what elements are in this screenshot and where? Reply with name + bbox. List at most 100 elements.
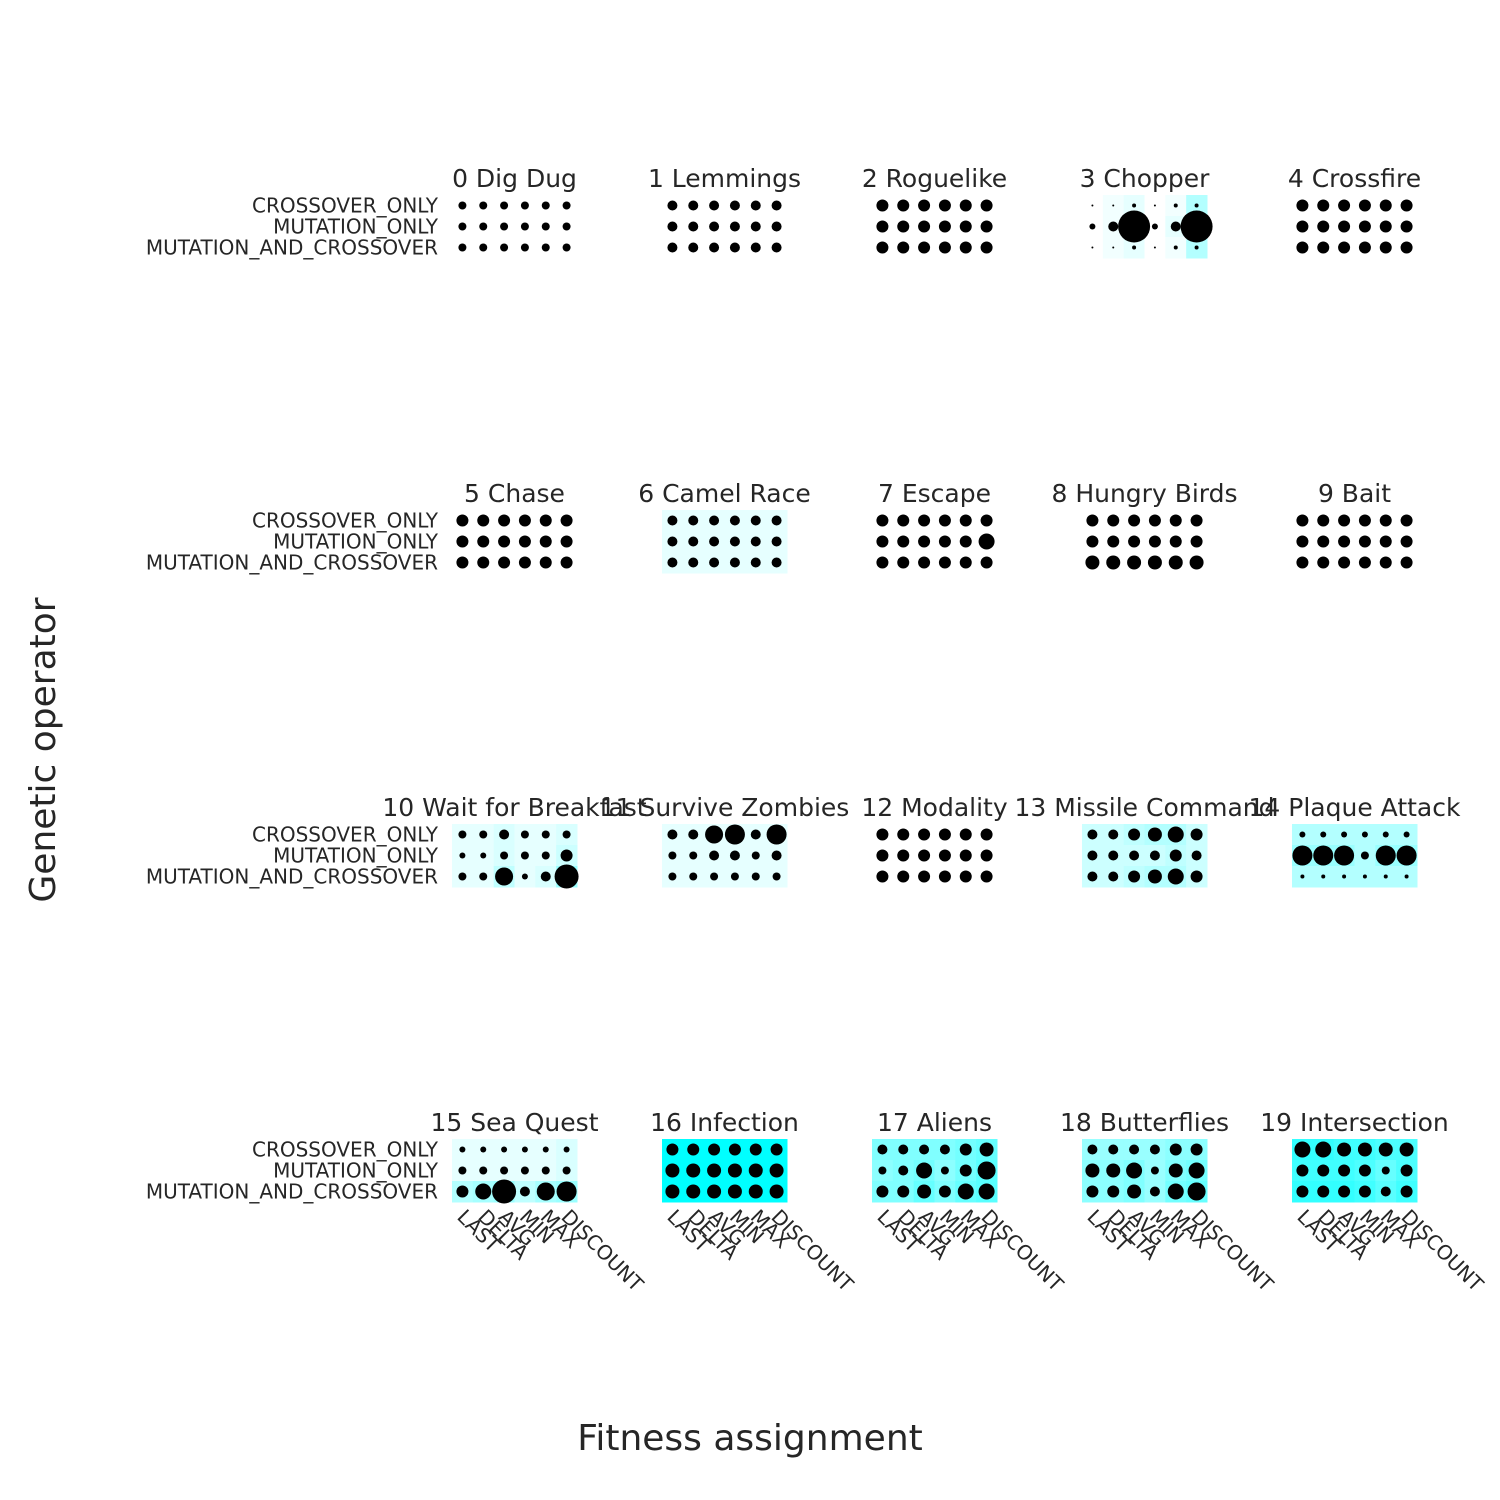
data-point: [1190, 828, 1203, 841]
data-point: [1396, 845, 1417, 866]
data-point: [456, 535, 469, 548]
data-point: [1188, 1162, 1205, 1179]
data-point: [1400, 220, 1413, 233]
data-point: [959, 870, 972, 883]
data-point: [456, 1185, 469, 1198]
data-point: [477, 514, 490, 527]
data-point: [959, 199, 972, 212]
data-point: [980, 220, 993, 233]
data-point: [729, 242, 740, 253]
data-point: [750, 536, 761, 547]
data-point: [560, 849, 573, 862]
data-point: [1089, 223, 1096, 230]
data-point: [769, 1163, 784, 1178]
data-point: [518, 556, 531, 569]
data-point: [1357, 1142, 1372, 1157]
data-point: [1296, 556, 1309, 569]
data-point: [665, 1184, 680, 1199]
data-point: [876, 828, 889, 841]
data-point: [668, 872, 677, 881]
data-point: [1151, 223, 1158, 230]
data-point: [479, 243, 488, 252]
data-point: [520, 222, 529, 231]
data-point: [499, 829, 510, 840]
data-point: [897, 535, 910, 548]
data-point: [541, 243, 550, 252]
panel-title: 1 Lemmings: [648, 164, 801, 193]
data-point: [1091, 204, 1094, 207]
data-point: [1128, 514, 1141, 527]
data-point: [479, 872, 488, 881]
data-point: [458, 1166, 467, 1175]
data-point: [1153, 246, 1156, 249]
data-point: [938, 556, 951, 569]
data-point: [688, 200, 699, 211]
data-point: [1169, 849, 1182, 862]
data-point: [918, 514, 931, 527]
data-point: [1338, 556, 1351, 569]
data-point: [689, 851, 698, 860]
data-point: [876, 220, 889, 233]
panel: 13 Missile Command: [1014, 793, 1275, 888]
data-point: [1294, 1141, 1311, 1158]
panel-title: 2 Roguelike: [862, 164, 1007, 193]
panel: 4 Crossfire: [1288, 164, 1421, 259]
data-point: [1169, 514, 1182, 527]
data-point: [498, 535, 511, 548]
data-point: [897, 220, 910, 233]
data-point: [1180, 210, 1213, 243]
panel-title: 6 Camel Race: [638, 479, 811, 508]
data-point: [1358, 514, 1371, 527]
y-tick-label: MUTATION_AND_CROSSOVER: [146, 865, 438, 889]
data-point: [1112, 246, 1115, 249]
data-point: [1147, 869, 1162, 884]
data-point: [708, 1143, 721, 1156]
data-point: [456, 514, 469, 527]
data-point: [1362, 874, 1367, 879]
data-point: [1358, 1185, 1371, 1198]
data-point: [1400, 241, 1413, 254]
data-point: [518, 514, 531, 527]
data-point: [500, 243, 509, 252]
data-point: [1147, 827, 1162, 842]
data-point: [750, 221, 761, 232]
data-point: [939, 1144, 950, 1155]
data-point: [1087, 1144, 1098, 1155]
data-point: [1149, 1186, 1160, 1197]
data-point: [1337, 1142, 1352, 1157]
data-point: [1106, 555, 1121, 570]
data-point: [1317, 556, 1330, 569]
data-point: [562, 830, 571, 839]
data-point: [897, 241, 910, 254]
data-point: [979, 1142, 994, 1157]
data-point: [539, 556, 552, 569]
panel-title: 18 Butterflies: [1060, 1108, 1229, 1137]
data-point: [978, 1183, 995, 1200]
data-point: [1168, 1163, 1183, 1178]
data-point: [1334, 845, 1355, 866]
data-point: [1360, 851, 1369, 860]
data-point: [1194, 203, 1199, 208]
data-point: [563, 1146, 570, 1153]
data-point: [1173, 245, 1178, 250]
data-point: [1338, 1185, 1351, 1198]
panel: 9 Bait: [1292, 479, 1418, 574]
data-point: [536, 1182, 555, 1201]
data-point: [1128, 828, 1141, 841]
data-point: [1400, 1164, 1413, 1177]
data-point: [1342, 874, 1347, 879]
data-point: [541, 851, 550, 860]
data-point: [1167, 826, 1184, 843]
panel: 0 Dig Dug CROSSOVER_ONLYMUTATION_ONLYMUTA…: [146, 164, 578, 260]
data-point: [1189, 555, 1204, 570]
data-point: [1313, 845, 1334, 866]
data-point: [769, 1184, 784, 1199]
data-point: [480, 1146, 487, 1153]
data-point: [724, 824, 745, 845]
data-point: [458, 872, 467, 881]
data-point: [751, 872, 760, 881]
data-point: [980, 199, 993, 212]
data-point: [938, 199, 951, 212]
